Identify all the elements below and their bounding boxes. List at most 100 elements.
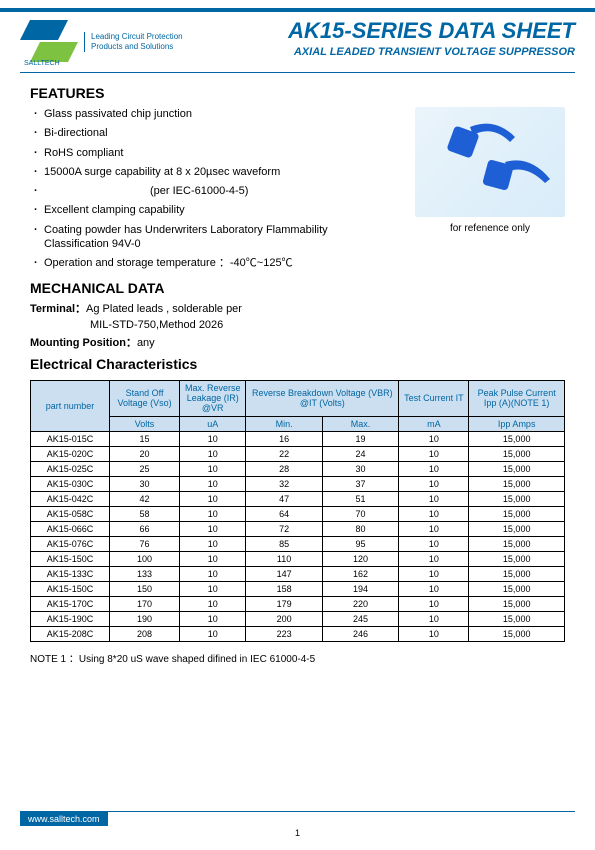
cell-min: 200 — [246, 612, 322, 627]
cell-pn: AK15-190C — [31, 612, 110, 627]
table-row: AK15-190C190102002451015,000 — [31, 612, 565, 627]
feature-item: RoHS compliant — [30, 146, 395, 160]
cell-it: 10 — [399, 552, 469, 567]
cell-pn: AK15-150C — [31, 552, 110, 567]
cell-max: 80 — [322, 522, 398, 537]
cell-vso: 66 — [110, 522, 180, 537]
cell-vso: 58 — [110, 507, 180, 522]
electrical-heading: Electrical Characteristics — [30, 356, 565, 372]
table-row: AK15-170C170101792201015,000 — [31, 597, 565, 612]
cell-vso: 25 — [110, 462, 180, 477]
cell-min: 47 — [246, 492, 322, 507]
cell-vso: 150 — [110, 582, 180, 597]
cell-max: 194 — [322, 582, 398, 597]
cell-ipp: 15,000 — [469, 612, 565, 627]
cell-min: 72 — [246, 522, 322, 537]
cell-ipp: 15,000 — [469, 462, 565, 477]
cell-vso: 190 — [110, 612, 180, 627]
cell-min: 32 — [246, 477, 322, 492]
terminal-line: Terminal：Ag Plated leads , solderable pe… — [30, 300, 565, 316]
logo-block: SALLTECH Leading Circuit Protection Prod… — [20, 18, 183, 66]
cell-pn: AK15-042C — [31, 492, 110, 507]
cell-ipp: 15,000 — [469, 477, 565, 492]
content: FEATURES Glass passivated chip junction … — [0, 73, 595, 665]
table-row: AK15-020C201022241015,000 — [31, 447, 565, 462]
cell-it: 10 — [399, 567, 469, 582]
cell-ipp: 15,000 — [469, 567, 565, 582]
cell-it: 10 — [399, 627, 469, 642]
cell-vso: 208 — [110, 627, 180, 642]
cell-min: 16 — [246, 432, 322, 447]
header: SALLTECH Leading Circuit Protection Prod… — [0, 12, 595, 70]
title-block: AK15-SERIES DATA SHEET AXIAL LEADED TRAN… — [288, 18, 575, 58]
cell-pn: AK15-015C — [31, 432, 110, 447]
cell-ir: 10 — [180, 492, 246, 507]
cell-max: 120 — [322, 552, 398, 567]
cell-pn: AK15-170C — [31, 597, 110, 612]
table-row: AK15-025C251028301015,000 — [31, 462, 565, 477]
table-row: AK15-150C100101101201015,000 — [31, 552, 565, 567]
table-row: AK15-208C208102232461015,000 — [31, 627, 565, 642]
cell-ir: 10 — [180, 447, 246, 462]
footer-page-number: 1 — [0, 828, 595, 838]
terminal-line2: MIL-STD-750,Method 2026 — [30, 319, 565, 331]
cell-ir: 10 — [180, 552, 246, 567]
cell-min: 110 — [246, 552, 322, 567]
cell-it: 10 — [399, 477, 469, 492]
cell-pn: AK15-076C — [31, 537, 110, 552]
terminal-label: Terminal： — [30, 303, 86, 315]
cell-pn: AK15-066C — [31, 522, 110, 537]
cell-it: 10 — [399, 597, 469, 612]
cell-ipp: 15,000 — [469, 522, 565, 537]
col-vbr-max: Max. — [322, 416, 398, 431]
cell-ipp: 15,000 — [469, 492, 565, 507]
spec-table-head: part number Stand Off Voltage (Vso) Max.… — [31, 380, 565, 431]
cell-ipp: 15,000 — [469, 597, 565, 612]
cell-ir: 10 — [180, 537, 246, 552]
table-row: AK15-058C581064701015,000 — [31, 507, 565, 522]
cell-pn: AK15-133C — [31, 567, 110, 582]
page-subtitle: AXIAL LEADED TRANSIENT VOLTAGE SUPPRESSO… — [288, 46, 575, 58]
cell-ipp: 15,000 — [469, 582, 565, 597]
logo-text: SALLTECH — [24, 60, 60, 66]
product-image — [415, 107, 565, 217]
cell-min: 64 — [246, 507, 322, 522]
cell-max: 51 — [322, 492, 398, 507]
unit-ipp: Ipp Amps — [469, 416, 565, 431]
cell-max: 19 — [322, 432, 398, 447]
cell-ipp: 15,000 — [469, 432, 565, 447]
cell-ipp: 15,000 — [469, 507, 565, 522]
cell-max: 24 — [322, 447, 398, 462]
unit-vso: Volts — [110, 416, 180, 431]
feature-item: Operation and storage temperature ：-40℃~… — [30, 256, 395, 270]
cell-max: 220 — [322, 597, 398, 612]
col-ir: Max. Reverse Leakage (IR) @VR — [180, 380, 246, 416]
cell-max: 70 — [322, 507, 398, 522]
cell-max: 246 — [322, 627, 398, 642]
feature-item: Glass passivated chip junction — [30, 107, 395, 121]
cell-it: 10 — [399, 612, 469, 627]
table-row: AK15-042C421047511015,000 — [31, 492, 565, 507]
cell-pn: AK15-020C — [31, 447, 110, 462]
features-row: Glass passivated chip junction Bi-direct… — [30, 107, 565, 276]
cell-vso: 30 — [110, 477, 180, 492]
cell-it: 10 — [399, 537, 469, 552]
cell-min: 22 — [246, 447, 322, 462]
cell-pn: AK15-025C — [31, 462, 110, 477]
tagline: Leading Circuit Protection Products and … — [84, 32, 183, 51]
cell-max: 245 — [322, 612, 398, 627]
cell-min: 28 — [246, 462, 322, 477]
terminal-value: Ag Plated leads , solderable per — [86, 303, 242, 315]
cell-max: 162 — [322, 567, 398, 582]
spec-table: part number Stand Off Voltage (Vso) Max.… — [30, 380, 565, 642]
unit-it: mA — [399, 416, 469, 431]
mechanical-heading: MECHANICAL DATA — [30, 280, 565, 296]
cell-it: 10 — [399, 522, 469, 537]
cell-ir: 10 — [180, 462, 246, 477]
cell-vso: 42 — [110, 492, 180, 507]
cell-vso: 133 — [110, 567, 180, 582]
table-row: AK15-015C151016191015,000 — [31, 432, 565, 447]
cell-it: 10 — [399, 462, 469, 477]
table-row: AK15-066C661072801015,000 — [31, 522, 565, 537]
cell-max: 37 — [322, 477, 398, 492]
